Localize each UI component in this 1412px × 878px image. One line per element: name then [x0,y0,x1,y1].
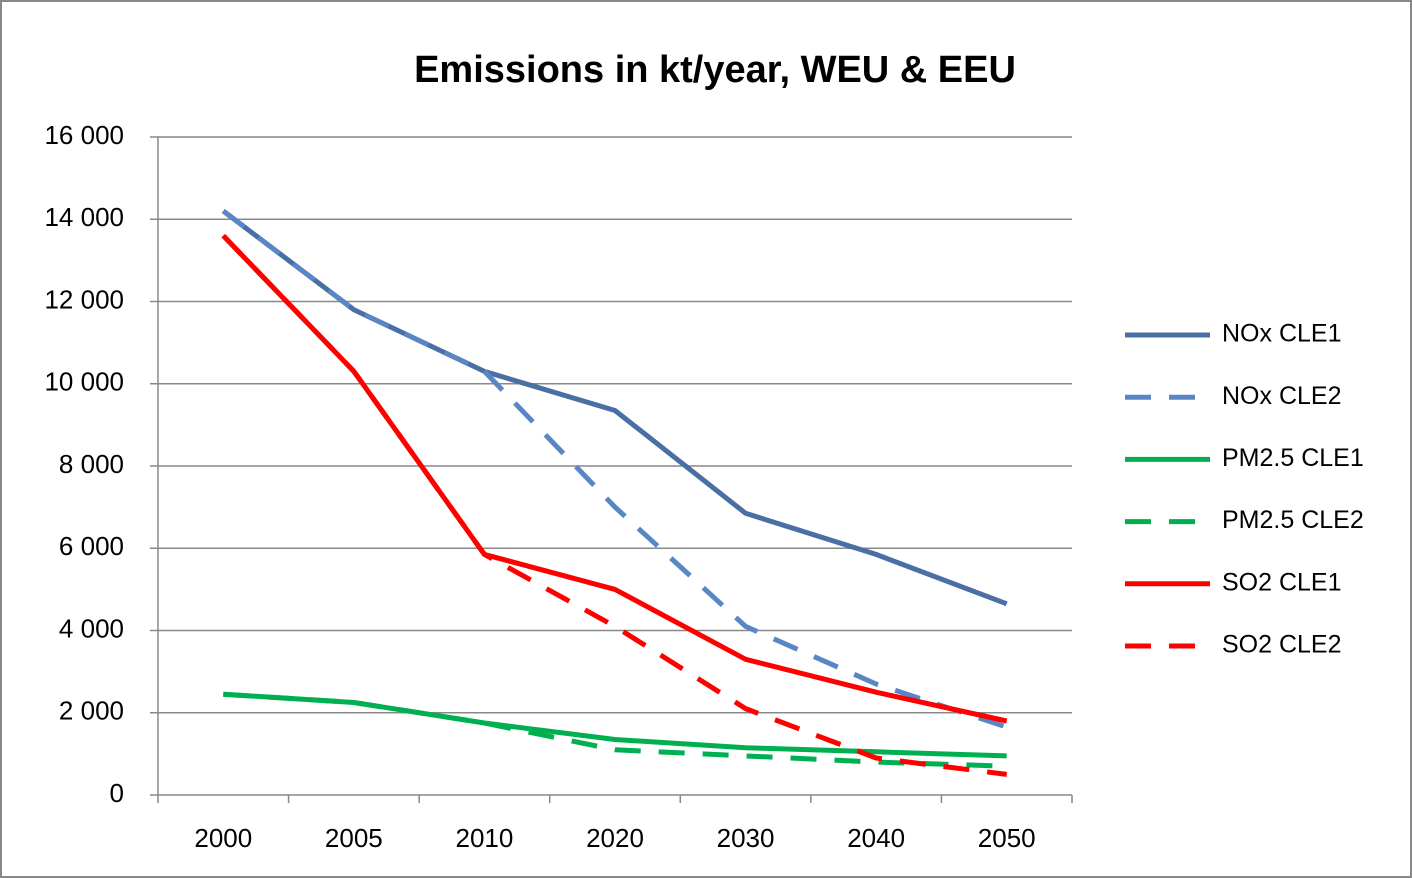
x-tick-label: 2050 [978,823,1036,853]
x-tick-label: 2005 [325,823,383,853]
x-tick-label: 2030 [717,823,775,853]
legend-label: NOx CLE2 [1222,382,1341,410]
x-tick-label: 2000 [194,823,252,853]
y-tick-label: 12 000 [44,284,124,314]
series-line [223,691,1007,759]
series-line [223,691,1007,769]
y-tick-label: 16 000 [44,120,124,150]
y-tick-label: 14 000 [44,202,124,232]
x-tick-label: 2020 [586,823,644,853]
series-line [221,209,1008,730]
y-tick-label: 6 000 [59,531,124,561]
y-tick-label: 10 000 [44,367,124,397]
legend-label: NOx CLE1 [1222,320,1341,348]
legend-label: SO2 CLE2 [1222,631,1342,659]
legend-label: PM2.5 CLE1 [1222,444,1364,472]
chart-title: Emissions in kt/year, WEU & EEU [414,49,1016,91]
series-line [221,209,1008,607]
y-tick-label: 2 000 [59,696,124,726]
y-tick-label: 0 [110,778,124,808]
legend-label: PM2.5 CLE2 [1222,506,1364,534]
x-tick-label: 2010 [456,823,514,853]
series-line [221,233,1008,777]
x-tick-label: 2040 [847,823,905,853]
y-tick-label: 4 000 [59,613,124,643]
legend-label: SO2 CLE1 [1222,568,1342,596]
y-tick-label: 8 000 [59,449,124,479]
